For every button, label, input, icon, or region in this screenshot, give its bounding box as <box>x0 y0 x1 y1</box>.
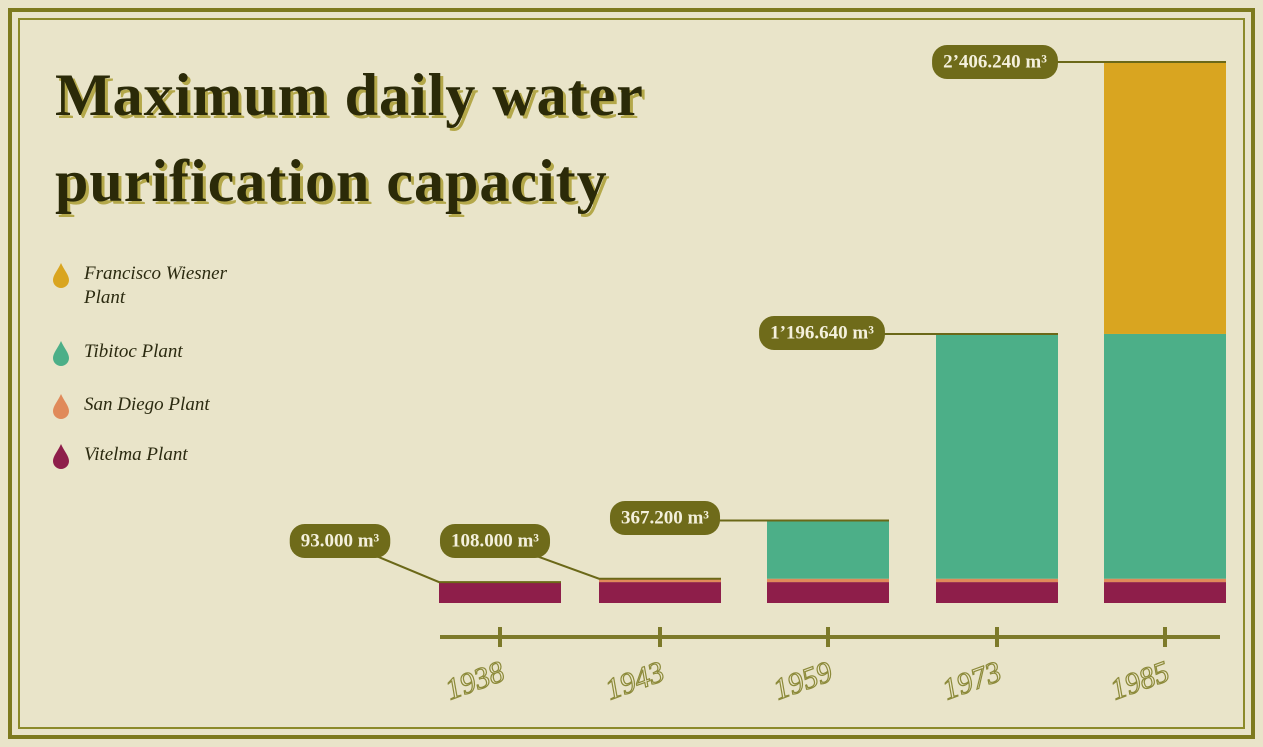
total-callout: 1’196.640 m³ <box>759 316 1058 350</box>
bar-segment <box>1104 333 1226 579</box>
total-callout: 108.000 m³ <box>439 524 721 580</box>
inner-frame <box>18 18 1245 729</box>
legend-item: Francisco Wiesner Plant <box>52 262 254 310</box>
bar-segment <box>936 582 1058 603</box>
chart-title: Maximum daily water purification capacit… <box>55 62 643 214</box>
legend-drop <box>53 444 69 469</box>
legend-item: Tibitoc Plant <box>52 340 254 366</box>
bar-segment <box>599 582 721 603</box>
legend-drop <box>53 341 69 366</box>
bar-segment <box>439 582 561 603</box>
frame <box>8 8 1255 739</box>
bar-segment <box>767 582 889 603</box>
legend-label: Tibitoc Plant <box>84 341 183 362</box>
legend-label: San Diego Plant <box>84 394 210 415</box>
bar-segment <box>936 578 1058 583</box>
callout-pill <box>289 524 391 558</box>
legend-drop <box>53 394 69 419</box>
x-tick-label: 1959 <box>769 655 837 707</box>
total-callout: 367.200 m³ <box>609 501 889 535</box>
x-tick-label: 1938 <box>441 655 509 707</box>
x-tick-label: 1985 <box>1106 655 1174 707</box>
total-label: 1’196.640 m³ <box>770 322 874 343</box>
bar-segment <box>767 520 889 579</box>
callout-pill <box>759 316 885 350</box>
legend-drop <box>53 263 69 288</box>
bar-segment <box>1104 578 1226 583</box>
legend-label: Francisco Wiesner Plant <box>84 263 228 308</box>
bar-segment <box>599 578 721 583</box>
total-callout: 2’406.240 m³ <box>932 45 1226 79</box>
total-label: 93.000 m³ <box>301 530 380 551</box>
legend-item: San Diego Plant <box>52 393 254 419</box>
callout-pill <box>932 45 1058 79</box>
bar-segment <box>1104 582 1226 603</box>
legend-item: Vitelma Plant <box>52 443 254 469</box>
x-tick-label: 1943 <box>601 655 669 707</box>
legend-label: Vitelma Plant <box>84 444 188 465</box>
callout-pill <box>609 501 721 535</box>
total-label: 108.000 m³ <box>451 530 539 551</box>
bar-segment <box>767 578 889 583</box>
bar-segment <box>936 333 1058 579</box>
total-callout: 93.000 m³ <box>289 524 561 584</box>
total-label: 2’406.240 m³ <box>943 51 1047 72</box>
x-tick-label: 1973 <box>938 655 1006 707</box>
total-label: 367.200 m³ <box>621 507 709 528</box>
bar-segment <box>1104 62 1226 334</box>
callout-pill <box>439 524 551 558</box>
